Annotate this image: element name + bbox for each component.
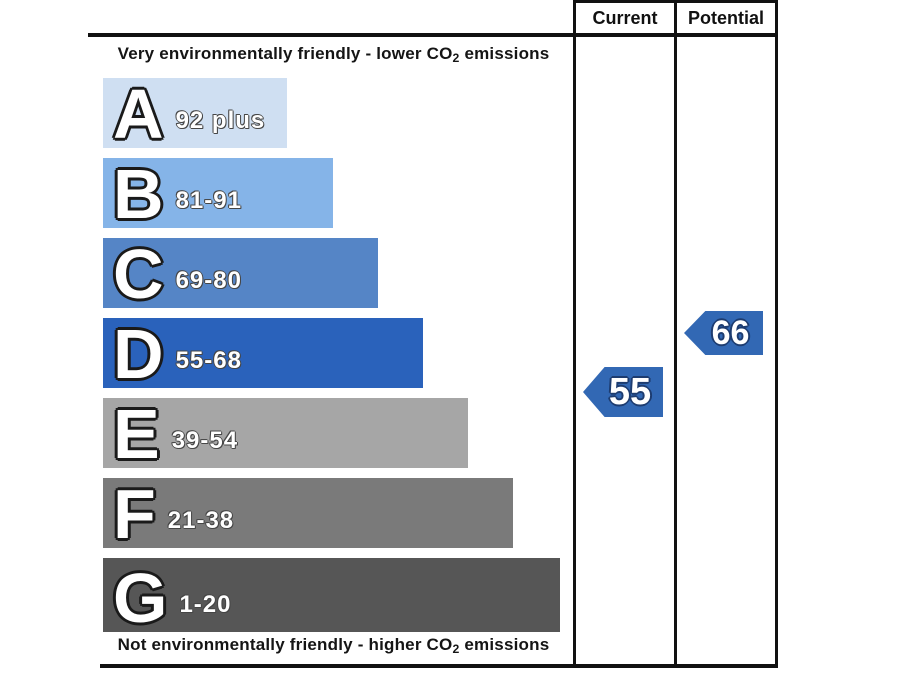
band-c-letter: C [113, 235, 164, 313]
top-caption-subscript: 2 [452, 51, 460, 66]
band-a-range: 92 plus [175, 107, 266, 134]
band-b-range: 81-91 [175, 187, 242, 214]
band-g-range: 1-20 [179, 591, 232, 618]
band-f-letter: F [113, 475, 156, 553]
band-d: D 55-68 [103, 315, 423, 393]
band-e-letter: E [113, 395, 160, 473]
current-rating-value: 55 [608, 370, 652, 413]
table-border-header-separator [88, 33, 778, 37]
potential-rating-value: 66 [711, 313, 750, 352]
band-f: F 21-38 [103, 475, 513, 553]
band-a: A 92 plus [103, 75, 287, 153]
bottom-caption-subscript: 2 [452, 642, 460, 657]
table-border-current-left [573, 0, 576, 666]
band-e: E 39-54 [103, 395, 468, 473]
table-border-bottom [100, 664, 778, 668]
current-header-label: Current [592, 8, 658, 28]
potential-rating-arrow: 66 [684, 311, 763, 355]
potential-header-label: Potential [687, 8, 764, 28]
bottom-caption-suffix: emissions [459, 635, 550, 654]
band-f-range: 21-38 [167, 507, 235, 534]
band-d-range: 55-68 [175, 347, 242, 374]
current-rating-arrow: 55 [583, 367, 663, 417]
table-border-right [775, 0, 778, 666]
band-e-range: 39-54 [171, 427, 239, 454]
band-g-letter: G [113, 559, 168, 637]
band-c: C 69-80 [103, 235, 378, 313]
potential-column-header: Potential [677, 4, 775, 33]
band-b-letter: B [113, 155, 164, 233]
top-caption: Very environmentally friendly - lower CO… [90, 44, 577, 66]
band-g: G 1-20 [103, 558, 560, 637]
band-c-range: 69-80 [175, 267, 242, 294]
bottom-caption: Not environmentally friendly - higher CO… [90, 635, 577, 657]
table-border-current-right [674, 0, 677, 666]
band-d-letter: D [113, 315, 164, 393]
current-column-header: Current [576, 4, 674, 33]
band-a-letter: A [113, 75, 164, 153]
top-caption-text: Very environmentally friendly - lower CO [117, 44, 453, 63]
top-caption-suffix: emissions [459, 44, 550, 63]
band-b: B 81-91 [103, 155, 333, 233]
bottom-caption-text: Not environmentally friendly - higher CO [117, 635, 453, 654]
